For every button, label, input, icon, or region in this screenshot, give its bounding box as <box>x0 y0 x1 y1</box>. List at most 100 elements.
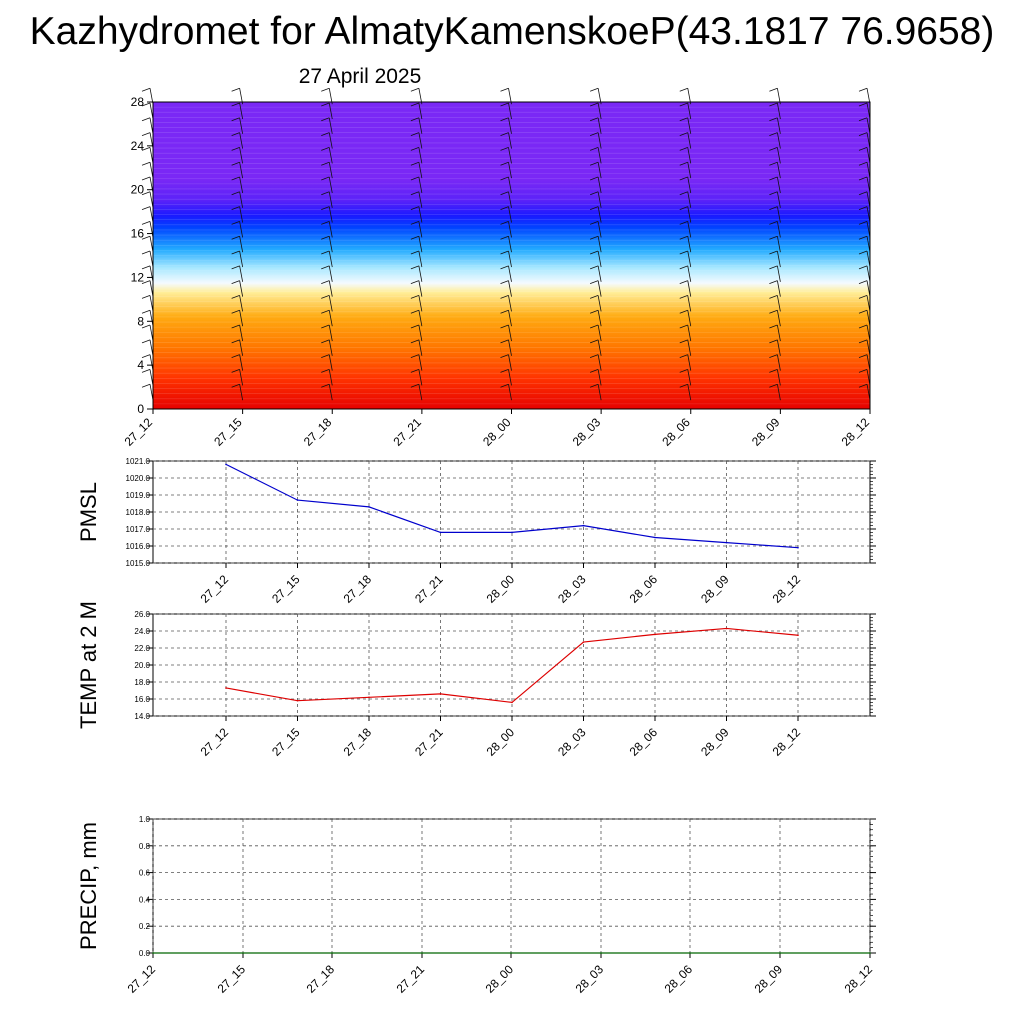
wind-barb <box>508 265 512 282</box>
y-tick-label: 0.8 <box>139 842 151 851</box>
wind-barb <box>239 310 244 327</box>
x-tick-label: 28_09 <box>698 725 732 759</box>
wind-barb-flag <box>858 117 868 122</box>
x-tick-label: 28_06 <box>659 415 693 449</box>
wind-barb-flag <box>321 383 330 388</box>
wind-barb-flag <box>589 383 599 388</box>
data-point <box>779 952 781 954</box>
data-point <box>242 952 244 954</box>
x-tick-label: 27_12 <box>198 725 232 759</box>
data-point <box>368 506 370 508</box>
wind-barb <box>776 147 781 164</box>
wind-barb <box>328 221 333 238</box>
y-tick-label: 20 <box>131 183 145 197</box>
wind-barb-flag <box>231 324 240 329</box>
wind-barb <box>508 176 512 194</box>
wind-barb <box>418 117 423 134</box>
wind-barb <box>597 102 602 120</box>
wind-barb <box>687 369 692 386</box>
wind-barb-flag <box>500 191 509 196</box>
wind-barb <box>508 221 512 238</box>
y-tick-label: 16 <box>131 227 145 241</box>
wind-barb-flag <box>500 309 509 314</box>
wind-barb-flag <box>410 383 420 388</box>
y-tick-label: 24 <box>131 139 145 153</box>
data-point <box>797 634 799 637</box>
wind-barb-flag <box>231 87 240 92</box>
wind-barb-flag <box>858 339 868 344</box>
wind-barb <box>239 280 244 297</box>
wind-barb <box>418 265 423 282</box>
wind-barb-flag <box>769 250 778 255</box>
wind-barb-flag <box>769 235 778 240</box>
wind-barb <box>239 384 244 401</box>
wind-barb-flag <box>679 280 688 284</box>
y-tick-label: 26.0 <box>134 610 150 619</box>
x-tick-label: 27_21 <box>412 725 446 759</box>
wind-barb-flag <box>410 250 420 255</box>
wind-barb-flag <box>769 265 778 270</box>
wind-barb-flag <box>231 250 240 255</box>
wind-barb-flag <box>410 309 420 314</box>
wind-barb-flag <box>231 369 240 373</box>
wind-barb <box>508 339 512 356</box>
x-tick-label: 28_03 <box>570 415 604 449</box>
wind-barb-flag <box>141 161 151 166</box>
wind-barb <box>597 176 602 194</box>
wind-barb-flag <box>141 324 151 329</box>
wind-barb-flag <box>141 235 151 240</box>
wind-barb-flag <box>769 87 778 92</box>
wind-barb-flag <box>589 206 599 210</box>
wind-barb <box>418 295 423 312</box>
wind-barb <box>597 132 602 149</box>
wind-barb <box>418 280 423 297</box>
wind-barb <box>687 310 692 327</box>
wind-barb <box>687 117 692 134</box>
wind-barb <box>418 147 423 164</box>
wind-barb-flag <box>589 295 599 299</box>
x-tick-label: 27_12 <box>125 962 159 996</box>
data-point <box>421 952 423 954</box>
wind-barb-flag <box>141 280 151 284</box>
y-tick-label: 8 <box>137 314 144 328</box>
wind-barb-flag <box>500 354 509 358</box>
wind-barb-flag <box>769 280 778 284</box>
wind-barb-flag <box>589 132 599 136</box>
y-tick-label: 1021.0 <box>126 457 151 466</box>
wind-barb <box>687 339 692 356</box>
wind-barb-flag <box>589 354 599 358</box>
y-axis-title: PMSL <box>76 482 101 542</box>
wind-barb-flag <box>231 147 240 151</box>
wind-barb <box>508 250 512 268</box>
wind-barb-flag <box>231 280 240 284</box>
y-tick-label: 1016.0 <box>126 542 151 551</box>
wind-barb <box>597 250 602 268</box>
wind-barb <box>687 162 692 179</box>
wind-barb <box>418 384 423 401</box>
wind-barb-flag <box>589 324 599 329</box>
wind-barb-flag <box>858 309 868 314</box>
wind-barb <box>508 102 512 120</box>
wind-barb <box>597 384 602 401</box>
wind-barb <box>687 295 692 312</box>
wind-barb-flag <box>858 147 868 151</box>
wind-barb <box>508 324 512 342</box>
wind-barb-flag <box>679 132 688 136</box>
y-tick-label: 1.0 <box>139 815 151 824</box>
wind-barb <box>597 162 602 179</box>
y-axis-title: TEMP at 2 M <box>76 601 101 729</box>
wind-barb-flag <box>321 87 330 92</box>
wind-barb-flag <box>231 339 240 344</box>
y-tick-label: 18.0 <box>134 678 150 687</box>
wind-barb-flag <box>858 369 868 373</box>
wind-barb <box>328 310 333 327</box>
wind-barb-flag <box>589 102 599 107</box>
wind-barb-flag <box>679 383 688 388</box>
wind-barb <box>328 191 333 208</box>
y-tick-label: 22.0 <box>134 644 150 653</box>
wind-barb-flag <box>410 280 420 284</box>
wind-barb-flag <box>410 87 420 92</box>
wind-barb-flag <box>141 102 151 107</box>
wind-barb-flag <box>679 102 688 107</box>
wind-barb <box>597 147 602 164</box>
